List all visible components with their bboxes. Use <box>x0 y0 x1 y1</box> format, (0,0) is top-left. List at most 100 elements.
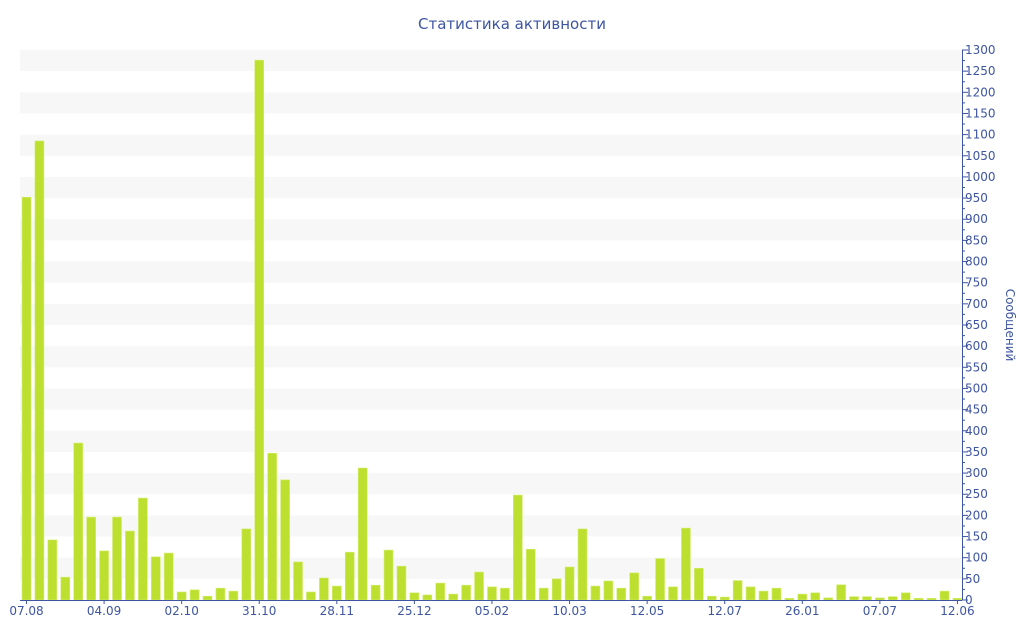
y-tick-label: 1000 <box>965 170 996 184</box>
bar <box>926 598 937 601</box>
bar <box>836 584 846 601</box>
y-tick-label: 150 <box>965 530 988 544</box>
bar <box>952 598 963 601</box>
bar <box>34 140 45 601</box>
bar <box>590 585 601 601</box>
y-tick-label: 1200 <box>965 85 996 99</box>
grid-band <box>20 134 962 156</box>
bar <box>241 528 252 601</box>
grid-band <box>20 176 962 199</box>
bar <box>668 586 678 601</box>
y-tick-label: 850 <box>965 233 988 247</box>
y-tick-label: 300 <box>965 466 988 480</box>
grid-band <box>20 50 962 72</box>
y-tick-label: 550 <box>965 360 988 374</box>
y-tick-label: 400 <box>965 424 988 438</box>
bar <box>215 587 226 601</box>
y-axis-label: Сообщений <box>1003 289 1017 362</box>
bar <box>655 558 665 601</box>
bar <box>448 593 458 601</box>
x-tick-label: 07.07 <box>863 604 897 618</box>
bar <box>228 590 239 601</box>
bar <box>719 596 730 601</box>
bar <box>939 590 950 601</box>
y-tick-label: 650 <box>965 318 988 332</box>
y-tick-label: 100 <box>965 551 988 565</box>
y-tick-label: 450 <box>965 403 988 417</box>
bar <box>758 590 769 601</box>
bar <box>551 578 562 601</box>
bar <box>332 585 342 601</box>
bar <box>344 551 355 601</box>
y-tick-label: 900 <box>965 212 988 226</box>
bar <box>913 598 924 601</box>
bar <box>603 580 614 601</box>
x-tick-label: 12.07 <box>708 604 742 618</box>
bar <box>525 548 536 601</box>
y-tick-label: 1150 <box>965 106 996 120</box>
y-tick-label: 750 <box>965 276 988 290</box>
bar <box>163 552 174 601</box>
bar <box>267 452 277 601</box>
bar <box>202 595 213 601</box>
y-tick-label: 1250 <box>965 64 996 78</box>
bar <box>487 586 497 601</box>
bar <box>706 595 717 601</box>
x-tick-label: 28.11 <box>320 604 354 618</box>
y-tick-label: 250 <box>965 487 988 501</box>
x-tick-label: 04.09 <box>87 604 121 618</box>
bar <box>823 597 833 601</box>
y-tick-label: 0 <box>965 593 973 607</box>
bar <box>396 565 407 601</box>
bar <box>474 571 484 601</box>
bar <box>383 549 394 601</box>
bar <box>86 516 96 601</box>
bar <box>112 516 122 601</box>
bar <box>875 597 885 601</box>
grid-band <box>20 92 962 114</box>
grid-band <box>20 557 962 579</box>
bar <box>681 527 691 601</box>
grid-band <box>20 346 962 368</box>
bar <box>616 587 627 601</box>
bar <box>500 587 510 601</box>
x-tick-label: 12.05 <box>630 604 664 618</box>
bar <box>189 589 200 601</box>
x-tick-label: 10.03 <box>552 604 586 618</box>
bar <box>306 591 316 601</box>
y-tick-label: 350 <box>965 445 988 459</box>
bar <box>151 556 161 601</box>
bar <box>461 584 471 601</box>
chart-title: Статистика активности <box>418 15 606 33</box>
bar <box>73 442 84 601</box>
bar <box>642 595 652 601</box>
bar <box>99 550 109 601</box>
x-tick-label: 05.02 <box>475 604 509 618</box>
bar <box>138 497 148 601</box>
bar <box>797 593 808 601</box>
grid-band <box>20 261 962 283</box>
bar <box>21 196 32 601</box>
bar <box>732 580 743 601</box>
bar <box>357 467 368 601</box>
bar <box>629 572 640 601</box>
bar <box>577 528 588 601</box>
bar <box>694 567 704 601</box>
x-tick-label: 25.12 <box>397 604 431 618</box>
bar <box>900 592 911 601</box>
x-tick-label: 07.08 <box>9 604 43 618</box>
grid-band <box>20 515 962 537</box>
bar <box>862 596 872 601</box>
bar <box>409 592 420 601</box>
y-tick-label: 200 <box>965 508 988 522</box>
bar <box>254 59 265 601</box>
bar <box>319 577 329 601</box>
grid-band <box>20 430 962 452</box>
x-tick-label: 12.06 <box>940 604 974 618</box>
y-tick-label: 800 <box>965 255 988 269</box>
y-tick-label: 600 <box>965 339 988 353</box>
bar <box>370 584 381 601</box>
y-tick-label: 50 <box>965 572 980 586</box>
bar <box>888 596 898 601</box>
